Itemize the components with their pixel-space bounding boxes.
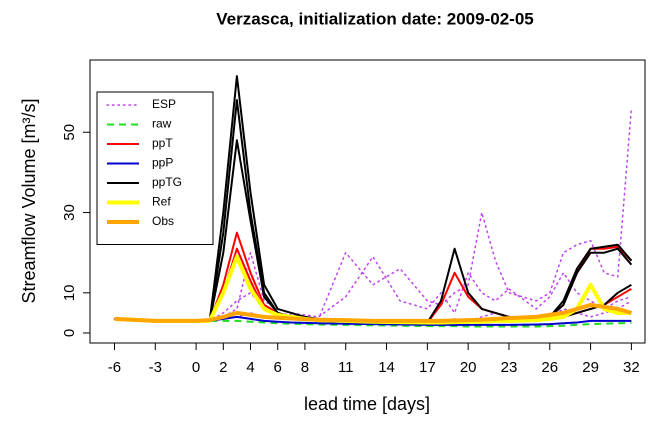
x-tick-label: 8 <box>301 359 309 376</box>
y-tick-label: 10 <box>61 284 78 301</box>
x-tick-label: 23 <box>501 359 518 376</box>
x-tick-label: 11 <box>338 359 354 376</box>
x-tick-label: 29 <box>582 359 599 376</box>
plot-lines <box>113 75 633 328</box>
series-line <box>114 231 633 324</box>
chart-title: Verzasca, initialization date: 2009-02-0… <box>216 9 533 28</box>
legend-label: ppT <box>152 136 173 150</box>
series-line <box>114 315 632 326</box>
y-tick-label: 0 <box>61 329 78 337</box>
x-tick-label: 17 <box>419 359 436 376</box>
x-axis-label: lead time [days] <box>304 394 430 414</box>
y-tick-label: 50 <box>61 124 78 141</box>
series-line <box>114 317 632 328</box>
x-tick-label: -3 <box>149 359 162 376</box>
legend-label: Ref <box>152 195 171 209</box>
legend-label: ppP <box>152 156 173 170</box>
legend-label: Obs <box>152 214 174 228</box>
x-tick-label: -6 <box>108 359 121 376</box>
x-tick-label: 0 <box>192 359 200 376</box>
x-tick-label: 6 <box>274 359 282 376</box>
x-tick-label: 20 <box>460 359 477 376</box>
series-line <box>113 251 633 322</box>
x-tick-label: 26 <box>541 359 558 376</box>
y-axis-label: Streamflow Volume [m³/s] <box>19 98 39 303</box>
series-line <box>113 107 633 322</box>
legend-label: ESP <box>152 97 176 111</box>
y-tick-label: 30 <box>61 204 78 221</box>
x-tick-label: 4 <box>246 359 254 376</box>
series-line <box>114 302 632 323</box>
x-tick-label: 2 <box>219 359 227 376</box>
legend-label: raw <box>152 117 172 131</box>
x-tick-label: 14 <box>378 359 395 376</box>
x-tick-label: 32 <box>623 359 640 376</box>
legend-label: ppTG <box>152 175 182 189</box>
legend-box <box>96 91 214 245</box>
